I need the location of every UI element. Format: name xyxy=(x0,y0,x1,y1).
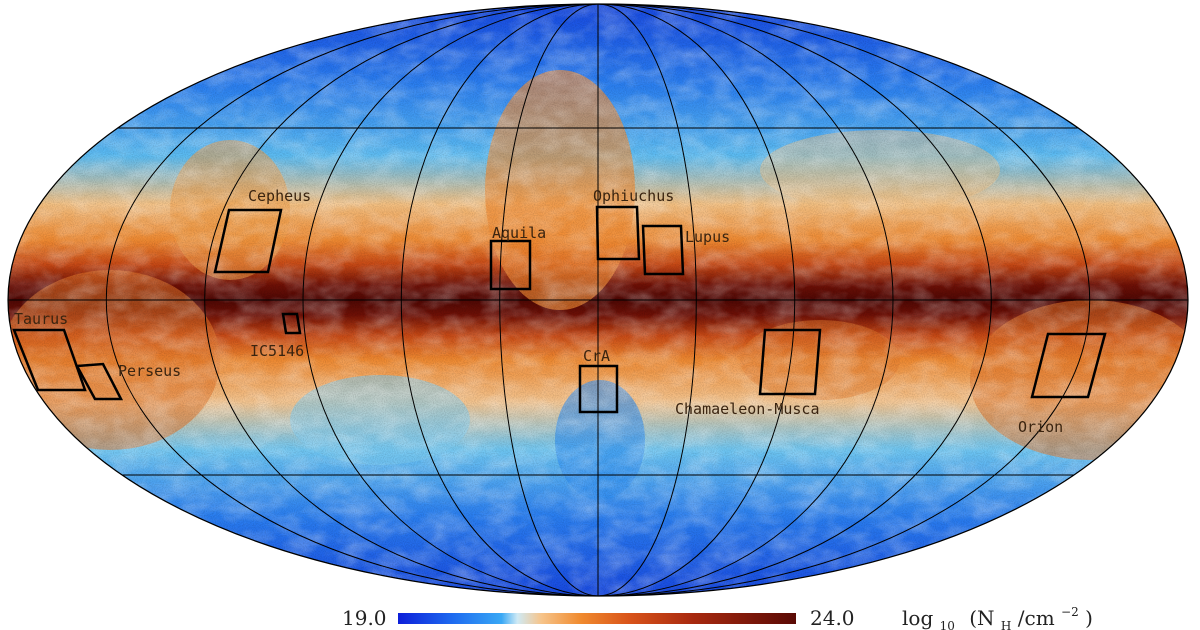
region-box-perseus xyxy=(74,362,124,401)
colorbar: 19.0 24.0 log 10 (N H /cm −2 ) xyxy=(342,597,1093,630)
unit-body: (N xyxy=(969,606,994,630)
region-box-cra xyxy=(578,364,619,414)
region-label-aquila: Aquila xyxy=(492,224,546,242)
region-label-chamaeleon-musca: Chamaeleon-Musca xyxy=(675,400,820,418)
region-labels: Cepheus Ophiuchus Aquila Lupus Taurus IC… xyxy=(14,187,1063,436)
region-box-orion xyxy=(1030,332,1107,399)
region-label-ophiuchus: Ophiuchus xyxy=(593,187,674,205)
region-label-orion: Orion xyxy=(1018,418,1063,436)
region-box-taurus xyxy=(12,328,87,392)
graticule xyxy=(8,4,1188,596)
region-label-cepheus: Cepheus xyxy=(248,187,311,205)
unit-tail-sup: −2 xyxy=(1061,605,1079,619)
unit-tail: /cm xyxy=(1018,606,1055,630)
map-border xyxy=(7,3,1189,597)
unit-log: log xyxy=(902,606,933,630)
region-box-lupus xyxy=(641,224,685,276)
colorbar-max-label: 24.0 xyxy=(810,606,855,630)
colorbar-unit-label: log 10 (N H /cm −2 ) xyxy=(902,597,1093,630)
region-label-taurus: Taurus xyxy=(14,310,68,328)
region-label-ic5146: IC5146 xyxy=(250,342,304,360)
region-label-perseus: Perseus xyxy=(118,362,181,380)
region-boxes xyxy=(12,205,1107,414)
region-box-aquila xyxy=(489,239,532,291)
region-label-cra: CrA xyxy=(583,347,610,365)
region-box-cepheus xyxy=(213,208,283,274)
unit-log-sub: 10 xyxy=(940,619,955,630)
unit-close: ) xyxy=(1085,606,1093,630)
colorbar-gradient xyxy=(398,613,796,624)
unit-body-sub: H xyxy=(1001,619,1011,630)
region-box-ic5146 xyxy=(281,312,302,335)
region-box-chamaeleon-musca xyxy=(758,328,822,396)
region-label-lupus: Lupus xyxy=(685,228,730,246)
region-box-ophiuchus xyxy=(595,205,641,261)
colorbar-min-label: 19.0 xyxy=(342,606,387,630)
